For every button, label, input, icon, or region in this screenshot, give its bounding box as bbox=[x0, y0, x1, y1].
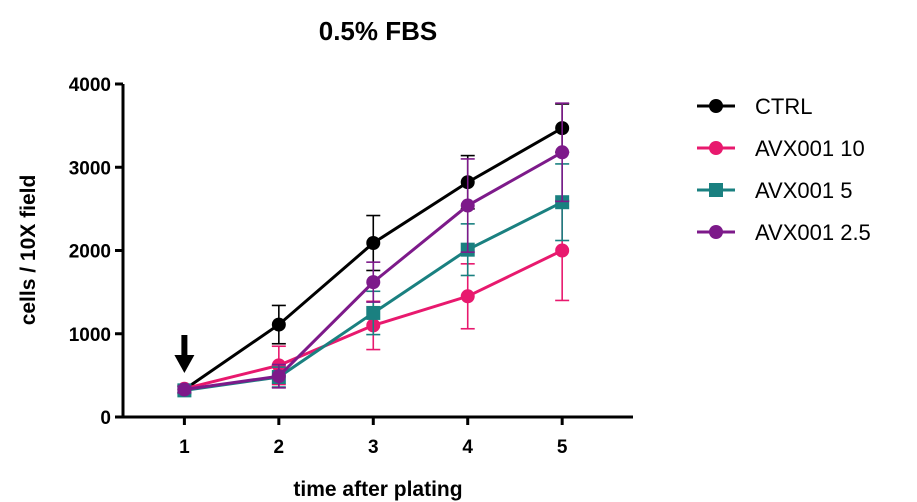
annotations bbox=[174, 335, 195, 373]
data-point bbox=[271, 369, 286, 384]
legend-label: AVX001 2.5 bbox=[755, 220, 871, 245]
legend-label: CTRL bbox=[755, 94, 812, 119]
series-3 bbox=[177, 102, 570, 397]
data-point bbox=[460, 289, 475, 304]
legend-item: AVX001 2.5 bbox=[697, 220, 871, 245]
legend-label: AVX001 10 bbox=[755, 136, 865, 161]
legend-item: AVX001 10 bbox=[697, 136, 865, 161]
data-point bbox=[555, 195, 570, 210]
data-point bbox=[366, 275, 381, 290]
legend-item: AVX001 5 bbox=[697, 178, 852, 203]
axes: 0 1000 2000 3000 4000 1 2 3 4 5 bbox=[69, 75, 633, 458]
y-tick-label: 4000 bbox=[69, 75, 111, 96]
data-point bbox=[555, 145, 570, 160]
x-tick-label: 2 bbox=[274, 437, 285, 458]
data-point bbox=[177, 382, 192, 397]
legend: CTRL AVX001 10 AVX001 5 AVX001 2.5 bbox=[697, 94, 871, 245]
data-point bbox=[366, 305, 381, 320]
y-axis-label: cells / 10X field bbox=[17, 175, 40, 326]
data-point bbox=[271, 317, 286, 332]
legend-label: AVX001 5 bbox=[755, 178, 852, 203]
y-tick-label: 1000 bbox=[69, 325, 111, 346]
y-tick-label: 2000 bbox=[69, 242, 111, 263]
arrow-head bbox=[174, 355, 195, 373]
data-point bbox=[555, 243, 570, 258]
y-tick-label: 0 bbox=[100, 408, 111, 429]
legend-item: CTRL bbox=[697, 94, 812, 119]
x-axis-label: time after plating bbox=[293, 478, 462, 501]
legend-marker bbox=[709, 225, 723, 239]
x-tick-label: 3 bbox=[368, 437, 379, 458]
legend-marker bbox=[709, 99, 723, 113]
plot-area bbox=[177, 102, 570, 398]
x-tick-label: 1 bbox=[179, 437, 190, 458]
data-point bbox=[460, 198, 475, 213]
x-tick-label: 4 bbox=[462, 437, 473, 458]
y-tick-label: 3000 bbox=[69, 158, 111, 179]
x-tick-label: 5 bbox=[557, 437, 568, 458]
legend-marker bbox=[709, 141, 723, 155]
legend-marker bbox=[709, 183, 723, 197]
series-0 bbox=[177, 103, 570, 397]
chart-title: 0.5% FBS bbox=[319, 16, 438, 46]
data-point bbox=[366, 236, 381, 251]
